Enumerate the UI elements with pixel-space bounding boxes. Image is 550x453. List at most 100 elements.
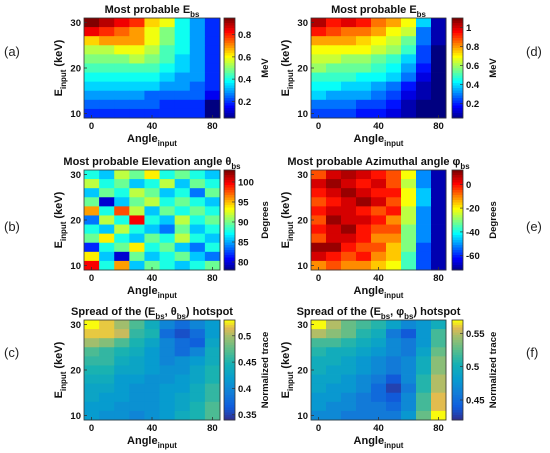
colorbar-frame [223,319,236,421]
colorbar-segment [224,70,235,74]
heatmap-cell [416,365,432,375]
heatmap-cell [84,356,100,366]
colorbar-segment [452,103,463,106]
text-run: ) hotspot [413,306,460,318]
heatmap-cell [144,72,160,83]
heatmap-cell [431,63,447,73]
heatmap-cell [311,410,327,421]
heatmap-cell [311,320,327,330]
heatmap-cell [144,320,160,330]
heatmap-cell [204,108,221,119]
heatmap-cell [84,338,100,348]
colorbar-segment [452,45,463,49]
heatmap-cell [311,18,327,28]
heatmap-cell [204,188,221,198]
subscript: input [384,139,404,148]
colorbar-segment [224,105,235,109]
heatmap-cell [159,36,176,46]
colorbar-segment [224,407,235,411]
heatmap-cell [129,410,145,421]
heatmap-cell [144,206,160,216]
heatmap-cell [416,90,432,101]
text-run: Most probable Azimuthal angle [287,156,452,168]
colorbar-frame [223,169,236,271]
heatmap-cell [386,410,402,421]
colorbar-segment [224,322,235,326]
heatmap-cell [326,63,342,73]
heatmap-cell [129,54,145,64]
heatmap-cell [416,215,432,225]
colorbar-segment [452,115,463,119]
heatmap-cell [174,36,191,46]
colorbar-segment [452,185,463,188]
subscript: input [286,221,295,241]
heatmap-cell [174,179,191,189]
heatmap-cell [204,224,221,235]
heatmap-cell [371,224,387,235]
heatmap-cell [204,401,221,412]
heatmap-cell [341,392,357,403]
colorbar-segment [452,357,463,361]
text-run: E [53,241,65,248]
colorbar-segment [224,207,235,211]
heatmap-cell [114,356,130,366]
colorbar-segment [224,247,235,251]
heatmap-cell [311,392,327,403]
x-tick-label: 80 [207,423,218,434]
colorbar-segment [452,257,463,261]
y-tick-label: 30 [70,18,81,29]
heatmap-cell [114,338,130,348]
heatmap-cell [129,365,145,375]
heatmap-cell [189,410,206,421]
heatmap-cell [99,356,115,366]
heatmap-cell [174,242,191,253]
panel-d: Most probable Ebs​ 0 40 80 10 20 30 Angleinput​… [280,4,499,148]
colorbar-tick-label: 0.6 [466,61,479,72]
heatmap-cell [341,320,357,330]
heatmap-cell [311,108,327,119]
colorbar-segment [224,215,235,218]
colorbar-segment [452,335,463,338]
colorbar-segment [452,197,463,201]
colorbar-segment [224,227,235,231]
heatmap-cell [174,81,191,92]
heatmap-cell [174,329,191,339]
heatmap-cell [416,197,432,207]
colorbar-segment [224,405,235,408]
colorbar-tick-label: 85 [238,238,249,249]
heatmap-cell [356,392,372,403]
y-axis-label: Einput​ (keV) [53,39,68,96]
subscript: bs [417,10,427,19]
colorbar-segment [452,227,463,231]
heatmap-cell [416,401,432,412]
colorbar-segment [452,93,463,96]
heatmap-cell [159,401,176,412]
heatmap-cell [204,233,221,244]
heatmap-cell [129,72,145,83]
heatmap-cell [356,18,372,28]
colorbar-segment [452,75,463,79]
heatmap-cell [416,206,432,216]
heatmap-cell [401,206,417,216]
heatmap-cell [84,233,100,244]
heatmap-cell [326,206,342,216]
heatmap-cell [386,81,402,92]
colorbar-segment [452,230,463,233]
chart-title: Spread of the (Ebs​, φbs​) hotspot [297,306,461,321]
colorbar-segment [452,397,463,401]
colorbar-segment [452,265,463,268]
heatmap-cell [326,188,342,198]
colorbar-segment [224,250,235,253]
heatmap-cell [144,347,160,357]
heatmap-cell [99,197,115,207]
colorbar-tick-label: 0.4 [238,75,252,86]
y-axis-label: Einput​ (keV) [280,191,295,248]
heatmap-cell [159,72,176,83]
heatmap-cell [144,338,160,348]
heatmap-cell [431,356,447,366]
heatmap-cell [129,338,145,348]
colorbar-segment [452,370,463,373]
heatmap-cell [401,170,417,180]
heatmap-cell [356,251,372,262]
heatmap-cell [99,72,115,83]
